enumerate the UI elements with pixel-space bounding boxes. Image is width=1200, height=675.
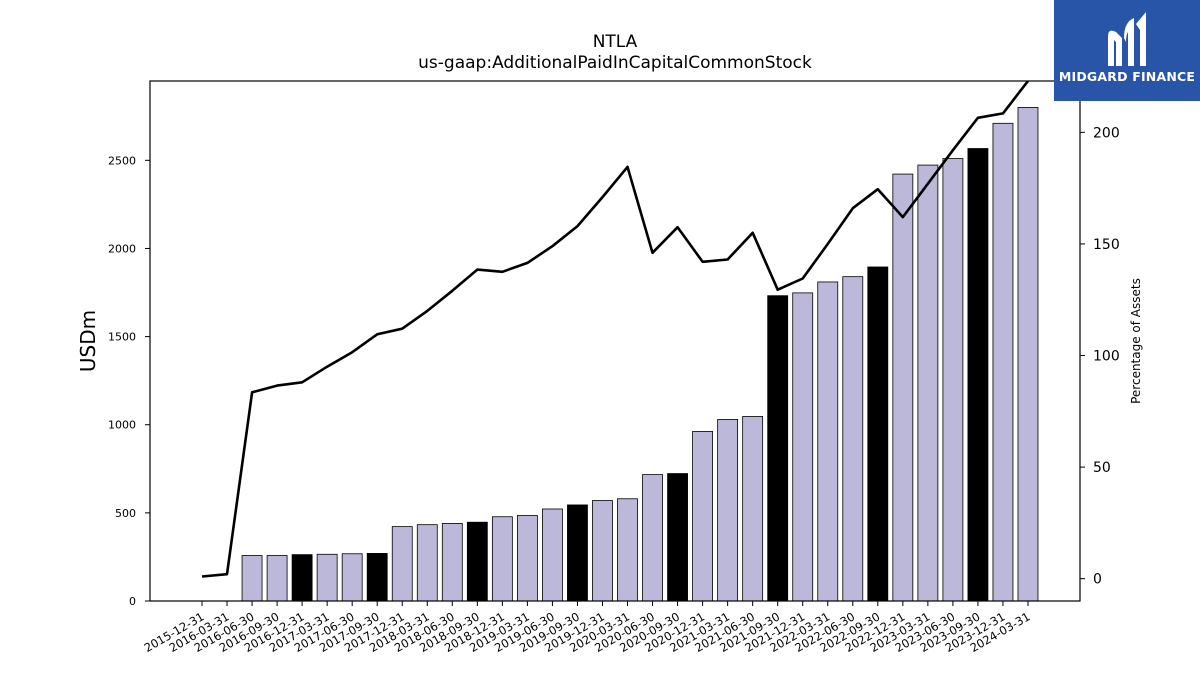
y2-axis-label: Percentage of Assets bbox=[1129, 278, 1143, 404]
bar bbox=[867, 266, 889, 602]
y-axis-right: 0 50 100 150 200 bbox=[1080, 125, 1120, 588]
logo-text: MIDGARD FINANCE bbox=[1058, 69, 1196, 84]
bar bbox=[817, 281, 839, 602]
y-tick-label: 1000 bbox=[108, 419, 136, 432]
y-axis-label: USDm bbox=[76, 310, 100, 372]
bar bbox=[567, 504, 588, 602]
x-axis: 2015-12-312016-03-312016-06-302016-09-30… bbox=[142, 601, 1032, 655]
bar bbox=[391, 526, 413, 602]
y-tick-label: 500 bbox=[115, 507, 136, 520]
bar bbox=[266, 555, 288, 602]
bar bbox=[441, 523, 463, 602]
bar bbox=[917, 164, 939, 602]
bar-group bbox=[241, 107, 1039, 602]
bar bbox=[767, 295, 789, 602]
bar bbox=[642, 474, 663, 602]
y-tick-label: 1500 bbox=[108, 331, 136, 344]
bar bbox=[942, 158, 964, 602]
logo-mark-icon bbox=[1108, 12, 1146, 67]
y2-tick-label: 50 bbox=[1093, 460, 1111, 476]
bar bbox=[692, 431, 713, 602]
bar bbox=[416, 524, 438, 602]
bar bbox=[967, 148, 989, 602]
y-tick-label: 0 bbox=[129, 595, 136, 608]
y-tick-label: 2000 bbox=[108, 242, 136, 255]
bar bbox=[717, 419, 739, 602]
chart-subtitle: us-gaap:AdditionalPaidInCapitalCommonSto… bbox=[418, 53, 812, 73]
bar bbox=[617, 498, 638, 602]
bar bbox=[516, 515, 538, 602]
y2-tick-label: 100 bbox=[1093, 349, 1120, 365]
bar bbox=[291, 554, 313, 602]
brand-logo: MIDGARD FINANCE bbox=[1054, 0, 1200, 101]
y-axis-left: 0 500 1000 1500 2000 2500 bbox=[108, 154, 150, 608]
y2-tick-label: 0 bbox=[1093, 572, 1102, 588]
bar bbox=[742, 416, 764, 602]
bar bbox=[992, 122, 1014, 602]
bar bbox=[667, 473, 688, 602]
chart-title: NTLA bbox=[592, 32, 638, 52]
bar bbox=[316, 553, 338, 602]
bar bbox=[892, 173, 914, 602]
bar bbox=[1017, 107, 1039, 602]
bar bbox=[466, 521, 488, 602]
bar bbox=[241, 555, 263, 602]
bar bbox=[341, 553, 363, 602]
bar bbox=[592, 500, 613, 602]
series-line bbox=[201, 81, 1030, 578]
bar bbox=[842, 276, 864, 602]
y-tick-label: 2500 bbox=[108, 154, 136, 167]
bar bbox=[792, 292, 814, 602]
bar bbox=[542, 508, 563, 602]
y2-tick-label: 150 bbox=[1093, 237, 1120, 253]
line-group bbox=[201, 81, 1030, 578]
plot-frame bbox=[149, 80, 1081, 602]
bar bbox=[491, 516, 513, 602]
y2-tick-label: 200 bbox=[1093, 125, 1120, 141]
bar bbox=[366, 553, 388, 602]
